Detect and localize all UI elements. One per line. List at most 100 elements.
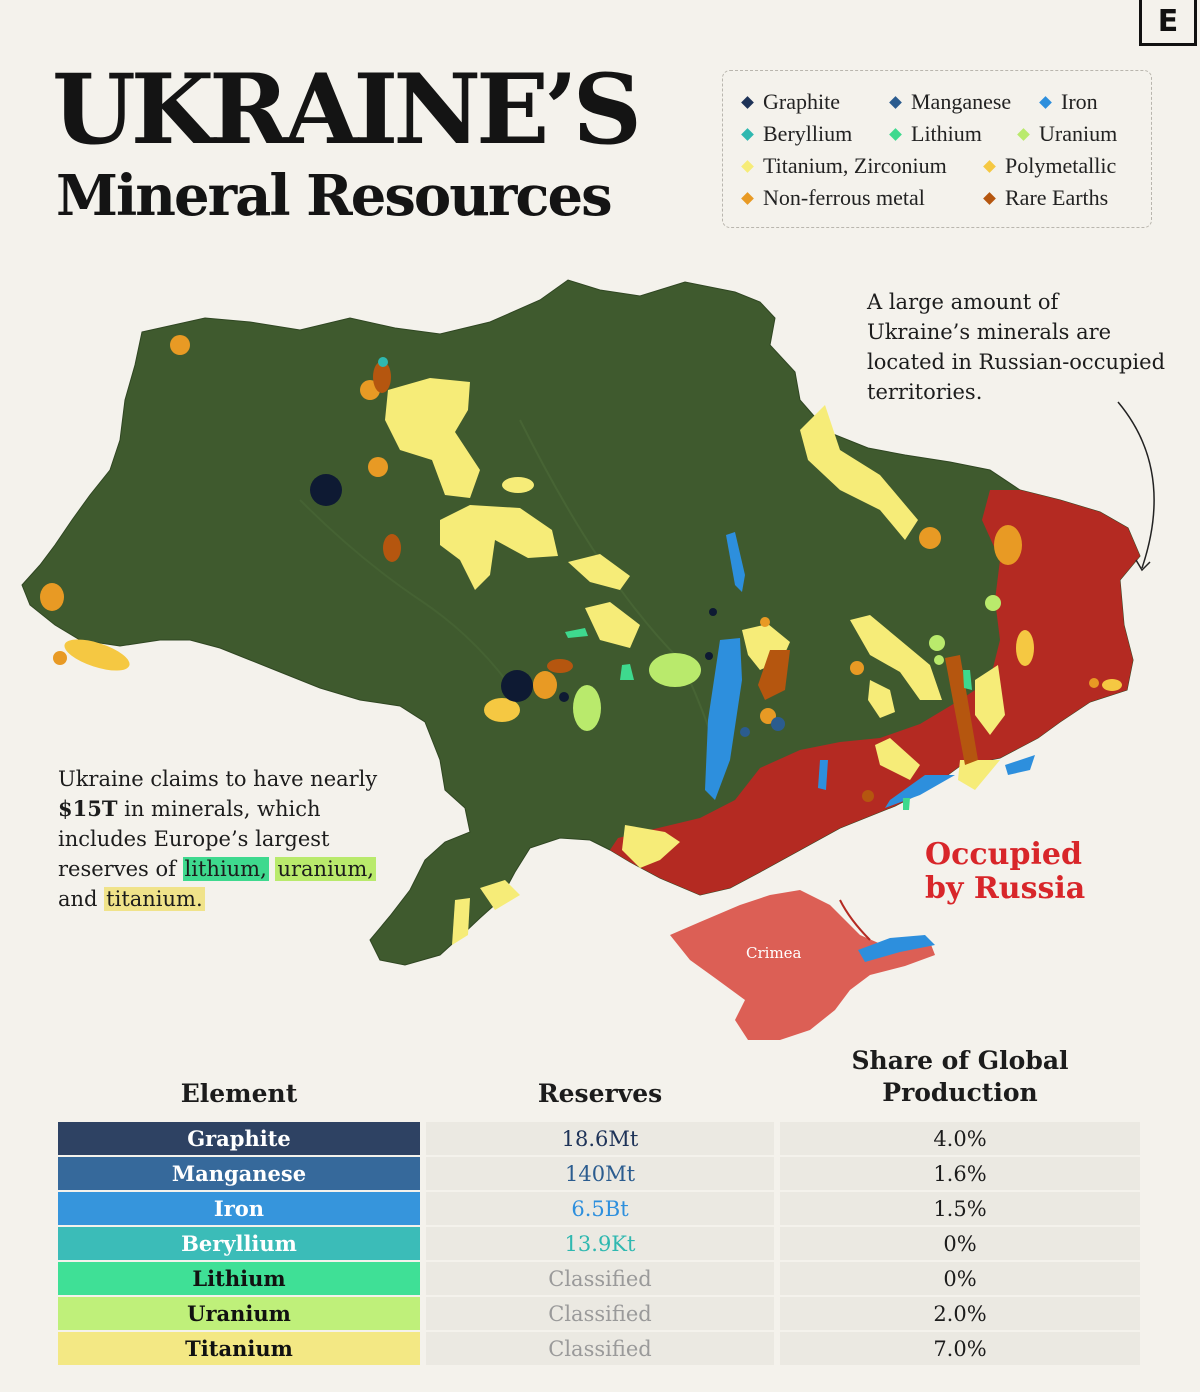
iron-deposit <box>1005 755 1035 775</box>
element-cell: Manganese <box>58 1157 420 1190</box>
rare-earths-deposit <box>373 361 391 393</box>
reserves-cell: Classified <box>426 1262 774 1295</box>
uranium-deposit <box>929 635 945 651</box>
ukraine-map <box>21 279 1155 1040</box>
element-cell: Lithium <box>58 1262 420 1295</box>
occupied-territories-note: A large amount of Ukraine’s minerals are… <box>867 290 1166 404</box>
graphite-deposit <box>559 692 569 702</box>
legend-item-titanium-zirconium: Titanium, Zirconium <box>741 153 947 179</box>
element-cell: Titanium <box>58 1332 420 1365</box>
crimea-label: Crimea <box>746 944 802 962</box>
share-cell: 0% <box>780 1227 1140 1260</box>
reserves-cell: 13.9Kt <box>426 1227 774 1260</box>
reserves-cell: Classified <box>426 1332 774 1365</box>
note-text: in minerals, which includes Europe’s lar… <box>58 797 330 881</box>
non-ferrous-deposit <box>170 335 190 355</box>
polymetallic-deposit <box>1016 630 1034 666</box>
titanium-deposit <box>975 665 1005 735</box>
table-row: Uranium Classified 2.0% <box>58 1297 1140 1330</box>
rare-earths-deposit <box>945 655 978 765</box>
table-row: Beryllium 13.9Kt 0% <box>58 1227 1140 1260</box>
non-ferrous-deposit <box>53 651 67 665</box>
legend-item-polymetallic: Polymetallic <box>983 153 1117 179</box>
lithium-deposits <box>565 628 972 810</box>
polymetallic-deposit <box>64 639 130 671</box>
legend-item-beryllium: Beryllium <box>741 121 853 147</box>
share-cell: 0% <box>780 1262 1140 1295</box>
titanium-deposit <box>440 505 558 590</box>
titanium-deposit <box>502 477 534 493</box>
lithium-highlight: lithium, <box>182 857 269 881</box>
lithium-deposit <box>963 670 972 690</box>
visual-capitalist-logo: E <box>1139 0 1197 46</box>
legend-marker-icon <box>983 191 996 205</box>
iron-deposits <box>705 532 1035 962</box>
legend-marker-icon <box>1017 127 1030 141</box>
titanium-zirconium-deposits <box>385 378 1005 945</box>
legend-marker-icon <box>889 95 902 109</box>
table-row: Titanium Classified 7.0% <box>58 1332 1140 1365</box>
legend-label: Polymetallic <box>1005 153 1117 178</box>
titanium-deposit <box>480 880 520 910</box>
legend-label: Rare Earths <box>1005 185 1109 210</box>
iron-deposit <box>818 760 828 790</box>
titanium-deposit <box>568 554 630 590</box>
graphite-deposit <box>310 474 342 506</box>
legend-marker-icon <box>889 127 902 141</box>
titanium-deposit <box>452 898 470 945</box>
element-cell: Beryllium <box>58 1227 420 1260</box>
uranium-highlight: uranium, <box>275 857 376 881</box>
legend-label: Manganese <box>911 89 1012 114</box>
titanium-deposit <box>958 760 1000 790</box>
titanium-deposit <box>850 615 942 700</box>
share-cell: 7.0% <box>780 1332 1140 1365</box>
titanium-deposit <box>868 680 895 718</box>
page-subtitle: Mineral Resources <box>56 163 613 229</box>
legend-marker-icon <box>741 95 754 109</box>
legend-item-iron: Iron <box>1039 89 1098 115</box>
occupied-territory <box>610 490 1140 895</box>
legend-marker-icon <box>741 159 754 173</box>
element-cell: Graphite <box>58 1122 420 1155</box>
graphite-deposit <box>709 608 717 616</box>
note-value: $15T <box>58 796 118 821</box>
legend-label: Graphite <box>763 89 840 114</box>
non-ferrous-deposit <box>760 708 776 724</box>
non-ferrous-deposit <box>760 617 770 627</box>
page-title: UKRAINE’S <box>52 53 642 166</box>
non-ferrous-deposit <box>40 583 64 611</box>
legend-label: Uranium <box>1039 121 1118 146</box>
crimea-territory <box>670 890 935 1040</box>
uranium-deposit <box>985 595 1001 611</box>
uranium-deposit <box>573 685 601 731</box>
header-reserves: Reserves <box>537 1079 663 1108</box>
legend-item-manganese: Manganese <box>889 89 1012 115</box>
non-ferrous-deposit <box>994 525 1022 565</box>
header-share: Share of Global Production <box>851 1046 1069 1107</box>
polymetallic-deposits <box>64 630 1122 722</box>
polymetallic-deposit <box>484 698 520 722</box>
legend-item-non-ferrous-metal: Non-ferrous metal <box>741 185 925 211</box>
lithium-deposit <box>620 664 634 680</box>
manganese-deposit <box>740 727 750 737</box>
legend-marker-icon <box>741 127 754 141</box>
note-text: Ukraine claims to have nearly <box>58 767 378 791</box>
mineral-claim-note: Ukraine claims to have nearly $15T in mi… <box>58 764 398 914</box>
table-row: Iron 6.5Bt 1.5% <box>58 1192 1140 1225</box>
lithium-deposit <box>565 628 588 638</box>
share-cell: 2.0% <box>780 1297 1140 1330</box>
non-ferrous-deposit <box>850 661 864 675</box>
element-cell: Iron <box>58 1192 420 1225</box>
legend-marker-icon <box>1039 95 1052 109</box>
non-ferrous-deposit <box>533 671 557 699</box>
titanium-highlight: titanium. <box>104 887 205 911</box>
legend-label: Beryllium <box>763 121 853 146</box>
titanium-deposit <box>875 738 920 780</box>
legend-label: Lithium <box>911 121 982 146</box>
share-cell: 1.5% <box>780 1192 1140 1225</box>
note-text: and <box>58 887 105 911</box>
reserves-cell: 18.6Mt <box>426 1122 774 1155</box>
iron-deposit <box>885 775 955 808</box>
graphite-deposit <box>501 670 533 702</box>
share-cell: 4.0% <box>780 1122 1140 1155</box>
